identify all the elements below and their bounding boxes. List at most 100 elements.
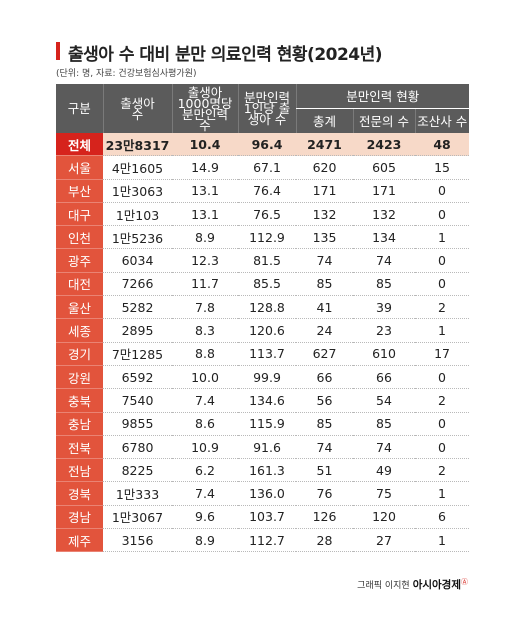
- cell-per-staff: 128.8: [238, 295, 296, 320]
- table-row: 전북 6780 10.9 91.6 74 74 0: [56, 435, 470, 460]
- credit-line: 그래픽 이지현 아시아경제Ⓐ: [357, 577, 468, 592]
- cell-midwife: 0: [415, 179, 470, 203]
- staff-table: 구분 출생아 수 출생아 1000명당 분만인력 수 분만인력 1인당 출생아 …: [56, 84, 470, 553]
- table-row: 경남 1만3067 9.6 103.7 126 120 6: [56, 505, 470, 530]
- cell-region: 충북: [56, 388, 103, 413]
- table-row: 부산 1만3063 13.1 76.4 171 171 0: [56, 179, 470, 203]
- cell-total: 2471: [296, 133, 353, 157]
- cell-specialist: 75: [353, 481, 415, 506]
- table-row: 경북 1만333 7.4 136.0 76 75 1: [56, 481, 470, 506]
- cell-per1000: 6.2: [172, 458, 238, 483]
- cell-region: 부산: [56, 179, 103, 203]
- cell-specialist: 132: [353, 202, 415, 227]
- cell-specialist: 54: [353, 388, 415, 413]
- table-row: 세종 2895 8.3 120.6 24 23 1: [56, 318, 470, 343]
- cell-total: 41: [296, 295, 353, 320]
- cell-specialist: 610: [353, 342, 415, 366]
- cell-midwife: 0: [415, 435, 470, 460]
- cell-specialist: 74: [353, 435, 415, 460]
- title-accent-bar: [56, 42, 60, 60]
- cell-per-staff: 113.7: [238, 342, 296, 366]
- cell-per1000: 8.6: [172, 412, 238, 436]
- page-subtitle: (단위: 명, 자료: 건강보험심사평가원): [56, 69, 197, 79]
- cell-region: 전북: [56, 435, 103, 460]
- cell-region: 서울: [56, 155, 103, 180]
- table-row: 대전 7266 11.7 85.5 85 85 0: [56, 272, 470, 297]
- cell-total: 24: [296, 318, 353, 343]
- cell-region: 울산: [56, 295, 103, 320]
- cell-per1000: 7.8: [172, 295, 238, 320]
- cell-total: 126: [296, 505, 353, 530]
- cell-specialist: 23: [353, 318, 415, 343]
- cell-specialist: 85: [353, 272, 415, 297]
- cell-specialist: 49: [353, 458, 415, 483]
- cell-per1000: 14.9: [172, 155, 238, 180]
- cell-births: 1만5236: [103, 225, 172, 250]
- header-per-staff: 분만인력 1인당 출생아 수: [237, 84, 296, 133]
- cell-births: 2895: [103, 318, 172, 343]
- header-births: 출생아 수: [102, 84, 172, 133]
- brand-logo-icon: Ⓐ: [461, 578, 468, 586]
- cell-region: 제주: [56, 528, 103, 553]
- table-row: 대구 1만103 13.1 76.5 132 132 0: [56, 202, 470, 227]
- header-midwife: 조산사 수: [414, 108, 470, 133]
- cell-specialist: 85: [353, 412, 415, 436]
- header-staff-group: 분만인력 현황: [295, 84, 470, 109]
- cell-total: 85: [296, 272, 353, 297]
- cell-per-staff: 115.9: [238, 412, 296, 436]
- cell-specialist: 66: [353, 365, 415, 390]
- cell-total: 74: [296, 248, 353, 273]
- header-region: 구분: [56, 84, 103, 133]
- cell-total: 171: [296, 179, 353, 203]
- cell-region: 인천: [56, 225, 103, 250]
- cell-per1000: 7.4: [172, 481, 238, 506]
- header-per1000: 출생아 1000명당 분만인력 수: [171, 84, 238, 133]
- cell-midwife: 17: [415, 342, 470, 366]
- cell-specialist: 605: [353, 155, 415, 180]
- table-row: 전남 8225 6.2 161.3 51 49 2: [56, 458, 470, 483]
- cell-per-staff: 161.3: [238, 458, 296, 483]
- header-total: 총계: [295, 108, 353, 133]
- table-row: 광주 6034 12.3 81.5 74 74 0: [56, 248, 470, 273]
- cell-births: 4만1605: [103, 155, 172, 180]
- cell-births: 7266: [103, 272, 172, 297]
- cell-per-staff: 91.6: [238, 435, 296, 460]
- cell-per1000: 8.8: [172, 342, 238, 366]
- cell-specialist: 171: [353, 179, 415, 203]
- cell-midwife: 0: [415, 248, 470, 273]
- cell-births: 1만3067: [103, 505, 172, 530]
- cell-per1000: 10.9: [172, 435, 238, 460]
- table-row-total: 전체 23만8317 10.4 96.4 2471 2423 48: [56, 133, 470, 157]
- cell-births: 1만103: [103, 202, 172, 227]
- cell-total: 76: [296, 481, 353, 506]
- cell-region: 대구: [56, 202, 103, 227]
- page-title: 출생아 수 대비 분만 의료인력 현황(2024년): [68, 45, 383, 65]
- cell-per1000: 8.3: [172, 318, 238, 343]
- cell-region: 경남: [56, 505, 103, 530]
- cell-total: 135: [296, 225, 353, 250]
- cell-per-staff: 96.4: [238, 133, 296, 157]
- table-row: 충남 9855 8.6 115.9 85 85 0: [56, 412, 470, 436]
- credit-prefix: 그래픽 이지현: [357, 581, 410, 591]
- cell-total: 620: [296, 155, 353, 180]
- cell-midwife: 1: [415, 225, 470, 250]
- header-per-staff-label: 분만인력 1인당 출생아 수: [243, 90, 291, 127]
- cell-specialist: 74: [353, 248, 415, 273]
- cell-midwife: 1: [415, 528, 470, 553]
- cell-total: 132: [296, 202, 353, 227]
- cell-midwife: 2: [415, 458, 470, 483]
- cell-per1000: 11.7: [172, 272, 238, 297]
- cell-specialist: 134: [353, 225, 415, 250]
- cell-births: 6592: [103, 365, 172, 390]
- table-row: 울산 5282 7.8 128.8 41 39 2: [56, 295, 470, 320]
- cell-births: 1만333: [103, 481, 172, 506]
- cell-midwife: 48: [415, 133, 470, 157]
- table-body: 전체 23만8317 10.4 96.4 2471 2423 48 서울 4만1605 14.9 6…: [56, 133, 470, 553]
- table-row: 서울 4만1605 14.9 67.1 620 605 15: [56, 155, 470, 180]
- cell-specialist: 39: [353, 295, 415, 320]
- cell-total: 28: [296, 528, 353, 553]
- cell-midwife: 1: [415, 318, 470, 343]
- cell-births: 8225: [103, 458, 172, 483]
- cell-births: 6780: [103, 435, 172, 460]
- cell-region: 전남: [56, 458, 103, 483]
